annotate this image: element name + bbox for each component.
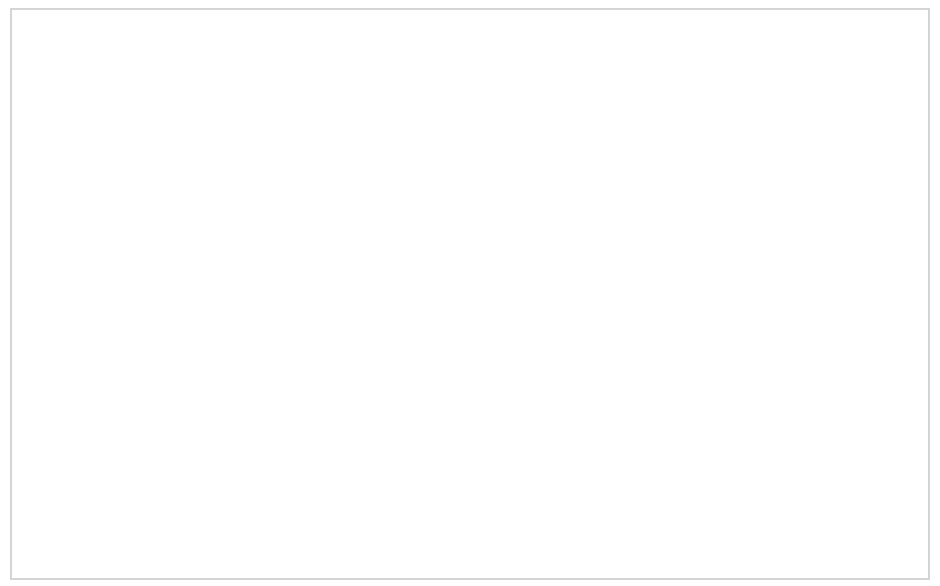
Text: $= C$: $= C$: [807, 321, 849, 341]
Text: $\dfrac{dy}{dx} = \dfrac{3x^2 - 6y - y^3}{6x + 3xy^2}$: $\dfrac{dy}{dx} = \dfrac{3x^2 - 6y - y^3…: [353, 107, 572, 174]
Text: where $C$ is an arbitrary constant.: where $C$ is an arbitrary constant.: [37, 413, 364, 435]
Text: Solve the given differential equation. All solutions should be found.: Solve the given differential equation. A…: [37, 41, 752, 60]
FancyBboxPatch shape: [398, 296, 795, 366]
Text: $\mathit{NOTE: Do\ not\ enter\ an\ arbitrary\ constant.}$: $\mathit{NOTE: Do\ not\ enter\ an\ arbit…: [37, 234, 416, 257]
Text: $6\,x\,y + x\,y^3 - x^3$: $6\,x\,y + x\,y^3 - x^3$: [421, 316, 579, 346]
Text: The solution in implicit form is: The solution in implicit form is: [37, 311, 341, 328]
